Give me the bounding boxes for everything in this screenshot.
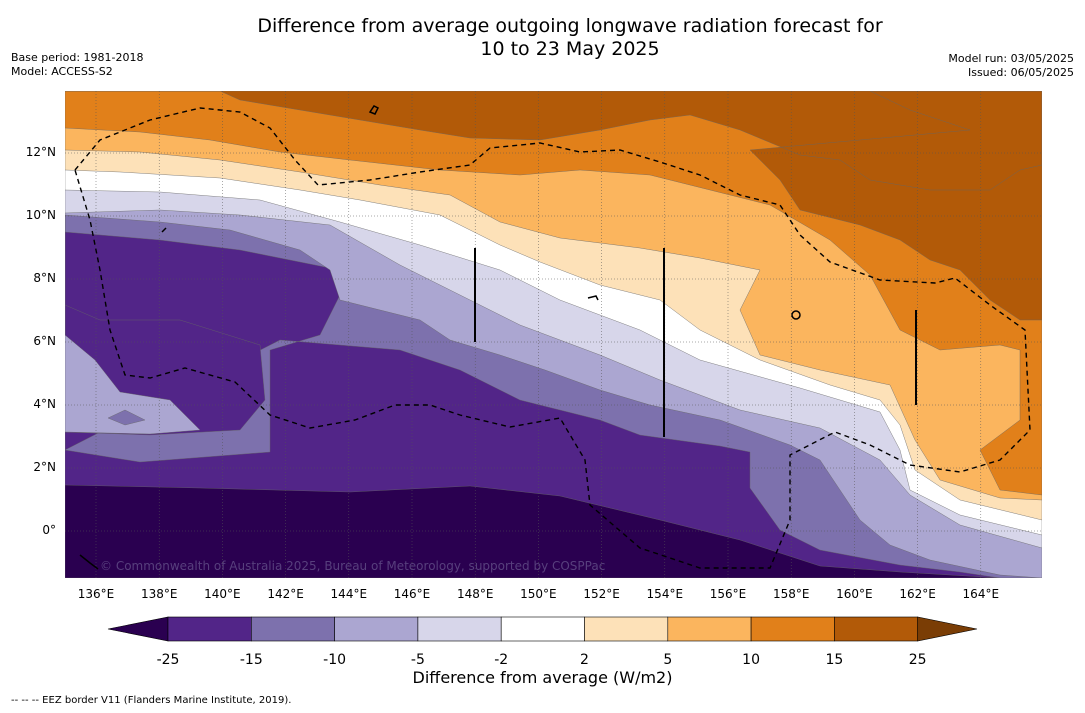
footer-note: -- -- -- EEZ border V11 (Flanders Marine… bbox=[11, 695, 292, 706]
model-name: Model: ACCESS-S2 bbox=[11, 65, 113, 78]
meta-left: Base period: 1981-2018 Model: ACCESS-S2 bbox=[11, 51, 143, 79]
colorbar-tick-label: -2 bbox=[494, 652, 509, 668]
band-15-to-25 bbox=[65, 91, 1042, 321]
x-tick-label: 164°E bbox=[962, 587, 1000, 601]
colorbar-swatch bbox=[834, 616, 919, 642]
meta-right: Model run: 03/05/2025 Issued: 06/05/2025 bbox=[948, 52, 1074, 80]
colorbar-tick-label: 10 bbox=[742, 652, 760, 668]
issued-date: Issued: 06/05/2025 bbox=[967, 66, 1074, 79]
eez-border bbox=[74, 107, 1031, 569]
x-tick-label: 146°E bbox=[393, 587, 431, 601]
colorbar-swatch bbox=[167, 616, 252, 642]
colorbar-tick-label: 5 bbox=[663, 652, 673, 668]
contour-field bbox=[65, 91, 1042, 578]
island-outline bbox=[791, 310, 801, 320]
colorbar-swatch bbox=[500, 616, 585, 642]
colorbar-min-extension bbox=[107, 616, 169, 642]
x-tick-label: 144°E bbox=[330, 587, 368, 601]
y-tick-label: 0° bbox=[42, 523, 56, 537]
x-tick-label: 162°E bbox=[899, 587, 936, 601]
colorbar-swatch bbox=[334, 616, 419, 642]
colorbar-tick-label: -15 bbox=[239, 652, 263, 668]
y-tick-label: 6°N bbox=[33, 334, 56, 348]
eez-border-guam bbox=[74, 107, 1031, 569]
copyright-watermark: © Commonwealth of Australia 2025, Bureau… bbox=[100, 559, 605, 573]
colorbar-swatch bbox=[251, 616, 335, 642]
x-tick-label: 156°E bbox=[709, 587, 747, 601]
colorbar-tick-label: 15 bbox=[825, 652, 844, 668]
island-outline bbox=[587, 295, 599, 301]
y-tick-label: 12°N bbox=[25, 145, 56, 159]
colorbar-tick-label: -10 bbox=[323, 652, 347, 668]
graticule bbox=[65, 91, 1042, 578]
colorbar bbox=[107, 616, 978, 642]
base-period: Base period: 1981-2018 bbox=[11, 51, 144, 64]
colorbar-tick-label: 25 bbox=[908, 652, 927, 668]
colorbar-label: Difference from average (W/m2) bbox=[412, 668, 673, 687]
colorbar-swatch bbox=[667, 616, 752, 642]
x-tick-label: 152°E bbox=[583, 587, 620, 601]
island-outline bbox=[368, 105, 380, 115]
island-outline bbox=[161, 227, 167, 233]
y-tick-label: 2°N bbox=[33, 460, 56, 474]
island-outlines bbox=[79, 105, 801, 570]
y-tick-label: 8°N bbox=[33, 271, 56, 285]
x-tick-label: 138°E bbox=[140, 587, 178, 601]
x-tick-label: 142°E bbox=[267, 587, 304, 601]
vertical-marker-lines bbox=[474, 248, 917, 437]
colorbar-swatch bbox=[750, 616, 835, 642]
x-tick-label: 148°E bbox=[456, 587, 494, 601]
x-tick-label: 140°E bbox=[204, 587, 241, 601]
colorbar-swatch bbox=[584, 616, 669, 642]
colorbar-swatch bbox=[417, 616, 502, 642]
band-minus10-patch bbox=[107, 409, 146, 426]
island-outline bbox=[79, 554, 99, 570]
colorbar-tick-label: -5 bbox=[410, 652, 425, 668]
x-tick-label: 154°E bbox=[646, 587, 684, 601]
x-tick-label: 160°E bbox=[836, 587, 873, 601]
colorbar-tick-label: -25 bbox=[156, 652, 180, 668]
y-tick-label: 4°N bbox=[33, 397, 56, 411]
x-tick-label: 136°E bbox=[77, 587, 115, 601]
colorbar-tick-label: 2 bbox=[580, 652, 589, 668]
map-title-line1: Difference from average outgoing longwav… bbox=[257, 15, 883, 37]
x-tick-label: 158°E bbox=[772, 587, 810, 601]
colorbar-max-extension bbox=[917, 616, 978, 642]
map-title-line2: 10 to 23 May 2025 bbox=[480, 38, 660, 60]
model-run: Model run: 03/05/2025 bbox=[948, 52, 1074, 65]
y-tick-label: 10°N bbox=[25, 208, 56, 222]
x-tick-label: 150°E bbox=[520, 587, 557, 601]
